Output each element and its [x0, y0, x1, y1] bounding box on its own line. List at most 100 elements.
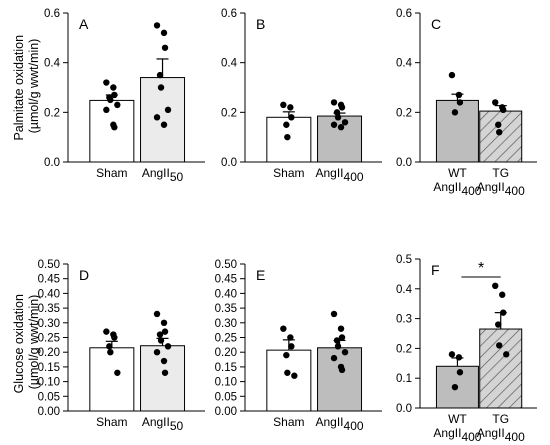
- panel-c-xlabel-2-line2-sub: 400: [505, 184, 525, 198]
- panel-c-point-2-5: [496, 129, 503, 136]
- panel-a-point-1-7: [103, 106, 110, 114]
- panel-e-point-2-9: [338, 366, 346, 374]
- panel-e-xlabel-2: AngII400: [315, 415, 363, 433]
- panel-b-ytick-label-2: 0.4: [221, 58, 238, 70]
- panel-b-point-1-1: [280, 101, 287, 109]
- panel-d-ytick-label-8: 0.40: [38, 288, 60, 300]
- panel-f-xlabel-2: TG: [492, 412, 509, 426]
- panel-d-ytick-label-3: 0.15: [38, 362, 60, 374]
- panel-b-point-1-3: [288, 114, 295, 121]
- panel-d-point-1-4: [106, 343, 113, 350]
- panel-e-point-2-5: [334, 343, 342, 350]
- panel-f-xlabel-2-line2-sub: 400: [505, 430, 525, 444]
- panel-c-xlabel-2-line2: AngII400: [477, 180, 525, 198]
- panel-a-point-2-8: [160, 121, 168, 128]
- panel-f-point-2-5: [496, 342, 503, 349]
- panel-f-point-1-1: [448, 351, 456, 358]
- panel-a-point-1-9: [111, 124, 118, 131]
- panel-d-point-2-5: [157, 337, 165, 344]
- panel-c-ytick-label-3: 0.6: [396, 8, 412, 20]
- panel-c-bar-1: [435, 99, 479, 163]
- panel-c-xlabel-1: WT: [448, 166, 467, 180]
- panel-f-xlabel-1-line2-sub: 400: [461, 430, 481, 444]
- panel-e-point-2-3: [338, 334, 346, 341]
- panel-f-xlabel-1-main: WT: [448, 412, 467, 426]
- panel-b-ytick-label-0: 0.0: [221, 157, 237, 169]
- row-title-bottom-line2: (µmol/g wwt/min): [27, 295, 41, 390]
- panel-b-point-2-5: [334, 114, 342, 121]
- panel-f-ytick-label-2: 0.2: [396, 343, 412, 355]
- panel-b-label: B: [256, 16, 265, 32]
- panel-d-bar-1: [89, 347, 135, 412]
- panel-a-xlabel-1: Sham: [96, 166, 127, 180]
- panel-c-xlabel-1-main: WT: [448, 166, 467, 180]
- panel-d-ytick-label-4: 0.20: [38, 347, 60, 359]
- panel-f-bar-2: [479, 328, 523, 409]
- panel-a-xlabel-2: AngII50: [142, 166, 184, 184]
- panel-b-point-1-5: [284, 133, 291, 141]
- panel-e-xlabel-2-main: AngII: [315, 415, 343, 429]
- panel-d-point-2-3: [161, 328, 169, 335]
- panel-e-point-1-1: [280, 325, 287, 332]
- panel-e-ytick-label-1: 0.05: [215, 391, 237, 403]
- panel-a-point-1-1: [103, 79, 110, 86]
- panel-e-ytick-label-3: 0.15: [215, 362, 237, 374]
- panel-d-point-2-7: [153, 349, 161, 356]
- panel-d-xlabel-1-main: Sham: [96, 415, 127, 429]
- panel-d-xlabel-2-sub: 50: [170, 419, 184, 433]
- panel-a-point-2-1: [153, 22, 161, 29]
- panel-a-xlabel-2-sub: 50: [170, 170, 184, 184]
- panel-a-point-2-2: [160, 29, 168, 37]
- panel-e: 0.00 0.05 0.10 0.15 0.20 0.25 0.30 0.35 0.40 0.45…: [215, 259, 382, 433]
- row-title-bottom-line1: Glucose oxidation: [12, 294, 26, 393]
- panel-f-ytick-label-5: 0.5: [396, 254, 412, 266]
- panel-e-point-2-4: [333, 337, 341, 344]
- panel-e-point-1-5: [284, 369, 291, 376]
- panel-a-point-1-2: [110, 84, 117, 91]
- panel-f-xlabel-2-line2: AngII400: [477, 426, 525, 444]
- panel-e-point-2-7: [330, 354, 338, 362]
- panel-f-significance-mark: *: [478, 260, 484, 277]
- panel-e-ytick-label-4: 0.20: [215, 347, 237, 359]
- panel-a-ytick-label-3: 0.6: [44, 8, 60, 20]
- panel-e-bar-2: [317, 347, 363, 412]
- panel-b-xlabel-2: AngII400: [315, 166, 363, 184]
- panel-a-bar-2: [140, 77, 186, 163]
- panel-f-xlabel-1-line2: AngII400: [433, 426, 481, 444]
- panel-b-point-2-8: [337, 124, 345, 131]
- panel-a-xlabel-1-main: Sham: [96, 166, 127, 180]
- panel-c-point-2-1: [492, 99, 499, 106]
- panel-c-point-2-3: [500, 106, 507, 114]
- panel-f-label: F: [431, 262, 440, 278]
- panel-d-xlabel-2-main: AngII: [142, 415, 170, 429]
- panel-f-ytick-label-3: 0.3: [396, 314, 412, 326]
- panel-d: 0.00 0.05 0.10 0.15 0.20 0.25 0.30 0.35 0.40 0.45…: [38, 259, 205, 433]
- panel-a-point-1-6: [114, 101, 121, 109]
- panel-f-ytick-label-1: 0.1: [396, 373, 412, 385]
- panel-e-ytick-label-7: 0.35: [215, 303, 237, 315]
- panel-e-ytick-label-5: 0.25: [215, 333, 237, 345]
- panel-e-ytick-label-8: 0.40: [215, 288, 237, 300]
- panel-f-point-2-4: [495, 321, 502, 328]
- panel-f-xlabel-1-line2-main: AngII: [433, 426, 461, 440]
- panel-d-point-2-1: [153, 310, 161, 318]
- panel-e-point-2-2: [337, 325, 345, 332]
- panel-a-point-2-7: [153, 114, 161, 121]
- panel-d-ytick-label-5: 0.25: [38, 333, 60, 345]
- panel-b-xlabel-2-main: AngII: [315, 166, 343, 180]
- panel-a-ytick-label-1: 0.2: [44, 107, 60, 119]
- panel-c-xlabel-2-line2-main: AngII: [477, 180, 505, 194]
- panel-a-ytick-label-0: 0.0: [44, 157, 60, 169]
- panel-d-ytick-label-7: 0.35: [38, 303, 60, 315]
- panel-d-ytick-label-9: 0.45: [38, 274, 60, 286]
- panel-d-point-2-4: [156, 331, 164, 338]
- panel-e-ytick-label-10: 0.50: [215, 259, 237, 271]
- panel-b-point-1-4: [283, 121, 290, 128]
- panel-b-point-2-1: [330, 99, 338, 106]
- panel-d-point-2-9: [161, 369, 169, 376]
- panel-d-ytick-label-0: 0.00: [38, 406, 60, 418]
- panel-e-bar-1: [266, 349, 312, 412]
- panel-c-xlabel-1-line2: AngII400: [433, 180, 481, 198]
